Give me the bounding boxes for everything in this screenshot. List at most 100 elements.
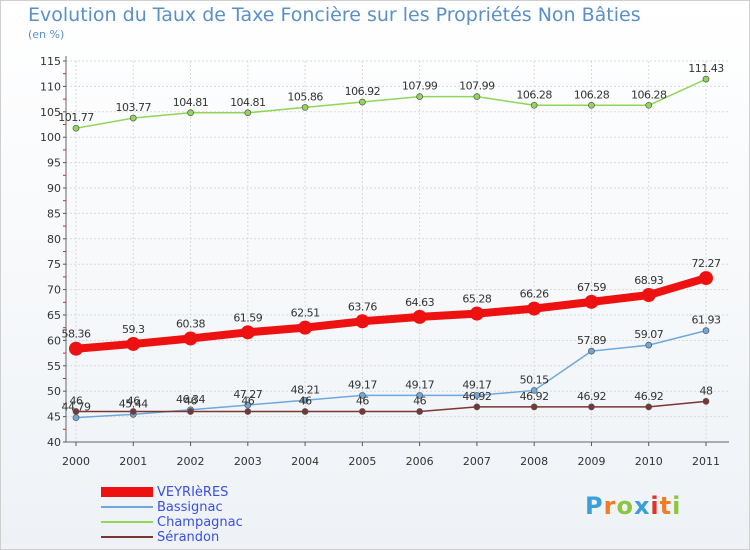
data-label: 66.26: [520, 288, 549, 301]
logo-letter: r: [603, 492, 617, 520]
data-point: [702, 75, 710, 83]
data-point: [244, 401, 252, 409]
y-tick-label: 90: [47, 182, 61, 195]
x-tick-label: 2005: [348, 455, 376, 468]
data-label: 60.38: [176, 317, 205, 330]
legend-item: Champagnac: [101, 515, 401, 530]
data-point: [645, 101, 653, 109]
y-tick-label: 110: [40, 80, 61, 93]
data-label: 46.34: [176, 393, 205, 406]
data-point: [588, 101, 595, 109]
x-tick-label: 2006: [406, 455, 434, 468]
y-unit-label: (en %): [28, 28, 65, 41]
data-point: [702, 398, 710, 405]
y-tick-label: 60: [47, 334, 61, 347]
data-label: 50.15: [520, 373, 549, 386]
data-label: 62.51: [291, 307, 320, 320]
legend-item: Bassignac: [101, 500, 401, 515]
legend-swatch: [101, 506, 153, 508]
data-point: [69, 341, 83, 356]
legend-label: Champagnac: [157, 515, 243, 530]
y-tick-label: 65: [47, 309, 61, 322]
data-point: [129, 408, 137, 415]
data-label: 48: [700, 384, 713, 397]
x-tick-label: 2003: [234, 455, 262, 468]
data-label: 61.93: [692, 314, 721, 327]
data-point: [298, 320, 313, 335]
data-point: [244, 408, 252, 415]
data-label: 111.43: [688, 62, 724, 75]
data-point: [469, 306, 484, 321]
chart-legend: VEYRIèRES Bassignac Champagnac Sérandon: [101, 485, 401, 545]
x-tick-label: 2004: [291, 455, 319, 468]
data-point: [530, 403, 538, 411]
legend-label: Sérandon: [157, 530, 220, 545]
data-label: 46.92: [577, 390, 606, 403]
x-tick-label: 2009: [577, 455, 605, 468]
data-label: 106.28: [574, 88, 610, 101]
data-label: 58.36: [62, 328, 91, 341]
legend-label: Bassignac: [157, 500, 223, 515]
data-label: 106.28: [516, 88, 552, 101]
data-point: [72, 414, 80, 422]
legend-item: VEYRIèRES: [101, 485, 401, 500]
x-tick-label: 2002: [177, 455, 205, 468]
data-label: 46: [241, 395, 254, 408]
data-point: [412, 309, 427, 324]
y-tick-label: 50: [47, 385, 61, 398]
y-tick-label: 100: [40, 131, 61, 144]
data-point: [530, 387, 538, 394]
y-tick-label: 85: [47, 207, 61, 220]
data-point: [72, 124, 80, 132]
logo-letter: P: [585, 492, 604, 520]
data-point: [187, 408, 194, 415]
data-point: [126, 336, 141, 351]
data-label: 44.79: [62, 401, 91, 414]
data-point: [699, 271, 713, 286]
data-point: [72, 408, 80, 415]
logo-letter: t: [659, 492, 673, 520]
y-tick-label: 55: [47, 360, 61, 373]
data-label: 46.92: [462, 390, 491, 403]
logo-letter: o: [616, 492, 634, 520]
data-label: 49.17: [462, 378, 491, 391]
y-tick-label: 75: [47, 258, 61, 271]
chart-title: Evolution du Taux de Taxe Foncière sur l…: [28, 4, 641, 26]
data-point: [129, 114, 137, 122]
data-point: [355, 314, 370, 329]
data-label: 49.17: [348, 378, 377, 391]
data-point: [530, 101, 538, 109]
data-label: 49.17: [405, 378, 434, 391]
data-label: 67.59: [577, 281, 606, 294]
logo-letter: x: [633, 492, 651, 520]
data-point: [416, 408, 423, 415]
data-label: 45.44: [119, 397, 148, 410]
data-point: [416, 392, 423, 399]
data-point: [301, 408, 309, 415]
y-tick-label: 40: [47, 436, 61, 449]
data-label: 106.92: [345, 85, 381, 98]
data-label: 61.59: [233, 311, 262, 324]
data-label: 104.81: [173, 96, 209, 109]
y-tick-label: 105: [40, 106, 61, 119]
data-label: 48.21: [291, 383, 320, 396]
data-label: 65.28: [462, 293, 491, 306]
data-label: 46: [299, 395, 312, 408]
data-point: [187, 109, 194, 117]
data-point: [641, 288, 656, 303]
data-label: 107.99: [459, 80, 495, 93]
data-point: [359, 408, 366, 415]
data-point: [240, 325, 255, 340]
data-label: 46: [70, 395, 83, 408]
series-line: [76, 400, 707, 413]
data-label: 105.86: [287, 90, 323, 103]
data-label: 107.99: [402, 80, 438, 93]
data-label: 64.63: [405, 296, 434, 309]
logo-letter: i: [672, 492, 682, 520]
series-line: [75, 78, 707, 129]
data-point: [645, 403, 653, 411]
data-label: 46.92: [634, 390, 663, 403]
data-point: [301, 104, 309, 111]
